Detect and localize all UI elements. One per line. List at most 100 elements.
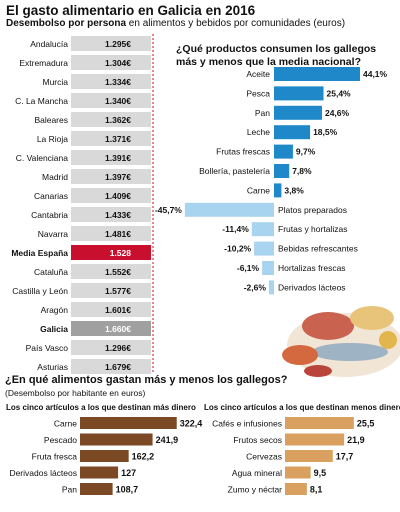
diff-category-label: Bollería, pastelería: [199, 166, 270, 176]
region-label: Navarra: [38, 229, 69, 239]
spend-category-label: Cafés e infusiones: [212, 419, 282, 429]
spend-value-label: 127: [121, 468, 136, 478]
spend-value-label: 8,1: [310, 485, 323, 495]
page-subtitle: Desembolso por persona en alimentos y be…: [6, 18, 345, 29]
region-label: Cantabria: [31, 210, 68, 220]
region-value-label: 1.577€: [105, 286, 131, 296]
region-label: C. Valenciana: [16, 153, 69, 163]
region-bar: [71, 283, 151, 298]
diff-bar: [184, 202, 274, 217]
region-bar: [71, 359, 151, 374]
diff-category-label: Frutas frescas: [216, 147, 270, 157]
region-value-label: 1.371€: [105, 134, 131, 144]
regions-chart: Andalucía 1.295€ Extremadura 1.304€ Murcia 1.…: [11, 36, 151, 374]
region-value-label: 1.552€: [105, 267, 131, 277]
region-label: Murcia: [42, 77, 68, 87]
diff-chart: Aceite 44,1% Pesca 25,4% Pan 24,6% Leche 18,5% F…: [155, 67, 388, 295]
region-bar: [71, 321, 151, 336]
spend-bar: [80, 433, 153, 446]
spend-bar: [285, 433, 345, 446]
spend-category-label: Zumo y néctar: [228, 485, 282, 495]
spend-bar: [80, 466, 119, 479]
region-bar: [71, 302, 151, 317]
region-value-label: 1.528: [110, 248, 132, 258]
spend-value-label: 21,9: [347, 435, 365, 445]
diff-category-label: Derivados lácteos: [278, 282, 346, 292]
diff-value-label: -10,2%: [224, 244, 251, 254]
region-label: Extremadura: [19, 58, 68, 68]
spend-category-label: Pescado: [44, 435, 77, 445]
diff-bar: [251, 222, 274, 237]
spend-value-label: 17,7: [336, 452, 354, 462]
region-bar: [71, 169, 151, 184]
diff-bar: [274, 67, 360, 81]
region-bar: [71, 93, 151, 108]
region-label: Castilla y León: [12, 286, 68, 296]
region-label: C. La Mancha: [15, 96, 68, 106]
region-value-label: 1.362€: [105, 115, 131, 125]
diff-value-label: -11,4%: [222, 224, 249, 234]
diff-value-label: -6,1%: [237, 263, 260, 273]
region-value-label: 1.409€: [105, 191, 131, 201]
diff-category-label: Leche: [247, 127, 270, 137]
diff-category-label: Frutas y hortalizas: [278, 224, 347, 234]
diff-question: ¿Qué productos consumen los gallegos más…: [176, 43, 377, 68]
more-header: Los cinco artículos a los que destinan m…: [6, 403, 196, 412]
region-value-label: 1.660€: [105, 324, 131, 334]
spend-bar: [80, 450, 129, 462]
spend-category-label: Cervezas: [246, 452, 282, 462]
region-bar: [71, 245, 151, 260]
diff-value-label: 7,8%: [292, 166, 312, 176]
region-bar: [71, 74, 151, 89]
region-label: Cataluña: [34, 267, 68, 277]
region-bar: [71, 226, 151, 241]
spend-bar: [285, 417, 354, 429]
region-label: Asturias: [37, 362, 68, 372]
region-bar: [71, 150, 151, 165]
diff-value-label: -45,7%: [155, 205, 182, 215]
spend-category-label: Pan: [62, 485, 77, 495]
diff-category-label: Pesca: [246, 88, 270, 98]
diff-value-label: 24,6%: [325, 108, 350, 118]
spend-value-label: 9,5: [314, 468, 327, 478]
spend-note: (Desembolso por habitante en euros): [5, 388, 146, 398]
page-title: El gasto alimentario en Galicia en 2016: [6, 3, 256, 18]
region-bar: [71, 55, 151, 70]
diff-value-label: -2,6%: [244, 282, 267, 292]
region-value-label: 1.295€: [105, 39, 131, 49]
region-label: Galicia: [40, 324, 68, 334]
diff-bar: [254, 241, 274, 256]
spend-category-label: Carne: [54, 419, 77, 429]
diff-value-label: 18,5%: [313, 127, 338, 137]
spend-category-label: Derivados lácteos: [9, 468, 77, 478]
region-label: Madrid: [42, 172, 68, 182]
spend-bar: [80, 417, 177, 429]
spend-value-label: 25,5: [357, 419, 375, 429]
region-value-label: 1.304€: [105, 58, 131, 68]
region-bar: [71, 340, 151, 355]
region-value-label: 1.296€: [105, 343, 131, 353]
food-photo: [282, 306, 400, 377]
region-bar: [71, 131, 151, 146]
diff-value-label: 3,8%: [284, 185, 304, 195]
region-value-label: 1.481€: [105, 229, 131, 239]
diff-bar: [274, 125, 311, 140]
subtitle-rest: en alimentos y bebidos por comunidades (…: [126, 18, 346, 29]
region-label: Media España: [11, 248, 68, 258]
diff-value-label: 25,4%: [327, 88, 352, 98]
region-value-label: 1.601€: [105, 305, 131, 315]
region-value-label: 1.340€: [105, 96, 131, 106]
diff-category-label: Aceite: [246, 69, 270, 79]
region-label: Baleares: [34, 115, 68, 125]
spend-value-label: 322,4: [180, 419, 203, 429]
diff-category-label: Platos preparados: [278, 205, 347, 215]
spend-bar: [285, 450, 333, 462]
diff-value-label: 9,7%: [296, 147, 316, 157]
diff-bar: [268, 280, 274, 295]
diff-bar: [274, 164, 290, 178]
less-chart: Cafés e infusiones 25,5 Frutos secos 21,9 Ce…: [212, 417, 374, 495]
diff-category-label: Pan: [255, 108, 270, 118]
subtitle-bold: Desembolso por persona: [6, 18, 127, 29]
region-value-label: 1.397€: [105, 172, 131, 182]
region-bar: [71, 112, 151, 127]
